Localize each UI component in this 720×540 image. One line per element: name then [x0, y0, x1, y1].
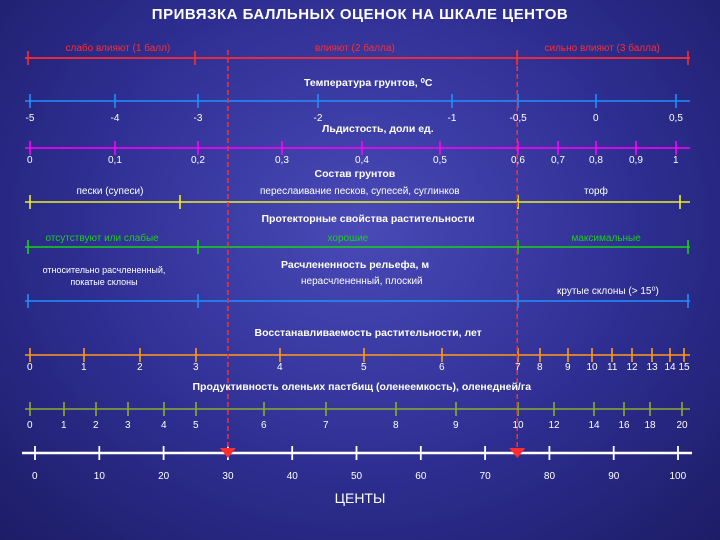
- ice-content-scale-tick-label: 1: [673, 155, 679, 166]
- ice-content-scale-tick-label: 0,7: [551, 155, 565, 166]
- temperature-scale-tick-label: 0: [593, 113, 599, 124]
- temperature-scale-tick-label: -5: [25, 113, 35, 124]
- temperature-scale-tick-label: 0,5: [669, 113, 683, 124]
- recovery-scale-tick-label: 0: [27, 362, 33, 373]
- pasture-scale-tick-label: 6: [261, 420, 267, 431]
- temperature-scale-tick-label: -2: [313, 113, 323, 124]
- ice-content-scale-tick-label: 0,4: [355, 155, 369, 166]
- pasture-scale-tick-label: 2: [93, 420, 99, 431]
- cents-tick-label: 20: [158, 471, 170, 482]
- recovery-scale-tick-label: 8: [537, 362, 543, 373]
- relief-title: Расчлененность рельефа, м: [281, 259, 430, 271]
- cents-tick-label: 60: [415, 471, 427, 482]
- recovery-scale-tick-label: 15: [678, 362, 690, 373]
- cents-tick-label: 10: [93, 471, 105, 482]
- ice-content-title: Льдистость, доли ед.: [322, 123, 434, 135]
- damage-label-weak: слабо влияют (1 балл): [65, 43, 171, 54]
- pasture-scale-tick-label: 20: [676, 420, 688, 431]
- damage-label-strong: сильно влияют (3 балла): [544, 43, 660, 54]
- relief-label-dissected: относительно расчлененный, покатые склон…: [42, 265, 166, 287]
- cents-tick-label: 100: [669, 471, 687, 482]
- marker-arrow-1: [219, 448, 236, 458]
- cents-tick-label: 40: [286, 471, 298, 482]
- relief-label-flat: нерасчлененный, плоский: [301, 276, 423, 287]
- pasture-scale-tick-label: 16: [618, 420, 630, 431]
- cents-tick-label: 70: [479, 471, 491, 482]
- temperature-scale-tick-label: -1: [447, 113, 457, 124]
- recovery-scale-tick-label: 11: [607, 362, 618, 373]
- soil-label-mixed: переслаивание песков, супесей, суглинков: [260, 186, 460, 197]
- cents-tick-label: 0: [32, 471, 38, 482]
- ice-content-scale-tick-label: 0,1: [108, 155, 122, 166]
- recovery-scale-tick-label: 14: [664, 362, 676, 373]
- recovery-scale-tick-label: 6: [439, 362, 445, 373]
- recovery-scale-tick-label: 4: [277, 362, 283, 373]
- pasture-scale-tick-label: 3: [125, 420, 131, 431]
- vegetation-label-weak: отсутствуют или слабые: [45, 233, 159, 244]
- temperature-scale-tick-label: -4: [110, 113, 120, 124]
- temperature-scale-tick-label: -0,5: [509, 113, 527, 124]
- cents-tick-label: 50: [351, 471, 363, 482]
- marker-arrow-2: [509, 448, 526, 458]
- ice-content-scale-tick-label: 0,2: [191, 155, 205, 166]
- ice-content-scale-tick-label: 0,3: [275, 155, 289, 166]
- soil-label-sand: пески (супеси): [76, 186, 144, 197]
- ice-content-scale-tick-label: 0,9: [629, 155, 643, 166]
- pasture-scale-tick-label: 18: [644, 420, 656, 431]
- pasture-scale-tick-label: 10: [512, 420, 524, 431]
- recovery-title: Восстанавливаемость растительности, лет: [254, 327, 482, 339]
- soil-label-peat: торф: [584, 186, 608, 197]
- recovery-scale-tick-label: 3: [193, 362, 199, 373]
- cents-title: ЦЕНТЫ: [334, 490, 386, 506]
- vegetation-label-good: хорошие: [327, 233, 369, 244]
- vegetation-label-max: максимальные: [571, 233, 641, 244]
- vegetation-title: Протекторные свойства растительности: [261, 213, 475, 225]
- pasture-title: Продуктивность оленьих пастбищ (оленеемк…: [192, 381, 532, 393]
- relief-label-steep: крутые склоны (> 15⁰): [557, 286, 659, 297]
- pasture-scale-tick-label: 12: [548, 420, 560, 431]
- soil-title: Состав грунтов: [314, 168, 396, 180]
- cents-tick-label: 90: [608, 471, 620, 482]
- recovery-scale-tick-label: 2: [137, 362, 143, 373]
- pasture-scale-tick-label: 0: [27, 420, 33, 431]
- page-title: ПРИВЯЗКА БАЛЛЬНЫХ ОЦЕНОК НА ШКАЛЕ ЦЕНТОВ: [151, 6, 569, 23]
- pasture-scale-tick-label: 9: [453, 420, 459, 431]
- recovery-scale-tick-label: 13: [646, 362, 658, 373]
- recovery-scale-tick-label: 7: [515, 362, 521, 373]
- pasture-scale-tick-label: 4: [161, 420, 167, 431]
- recovery-scale-tick-label: 5: [361, 362, 367, 373]
- cents-tick-label: 30: [222, 471, 234, 482]
- recovery-scale-tick-label: 12: [626, 362, 638, 373]
- ice-content-scale-tick-label: 0,5: [433, 155, 447, 166]
- recovery-scale-tick-label: 9: [565, 362, 571, 373]
- pasture-scale-tick-label: 8: [393, 420, 399, 431]
- pasture-scale-tick-label: 1: [61, 420, 67, 431]
- cents-tick-label: 80: [543, 471, 556, 482]
- pasture-scale-tick-label: 14: [588, 420, 600, 431]
- ice-content-scale-tick-label: 0: [27, 155, 33, 166]
- recovery-scale-tick-label: 10: [586, 362, 598, 373]
- pasture-scale-tick-label: 7: [323, 420, 329, 431]
- temperature-scale-tick-label: -3: [193, 113, 203, 124]
- ice-content-scale-tick-label: 0,6: [511, 155, 525, 166]
- pasture-scale-tick-label: 5: [193, 420, 199, 431]
- recovery-scale-tick-label: 1: [81, 362, 87, 373]
- ice-content-scale-tick-label: 0,8: [589, 155, 603, 166]
- damage-label-moderate: влияют (2 балла): [315, 43, 395, 54]
- temperature-title: Температура грунтов, ⁰С: [304, 77, 433, 89]
